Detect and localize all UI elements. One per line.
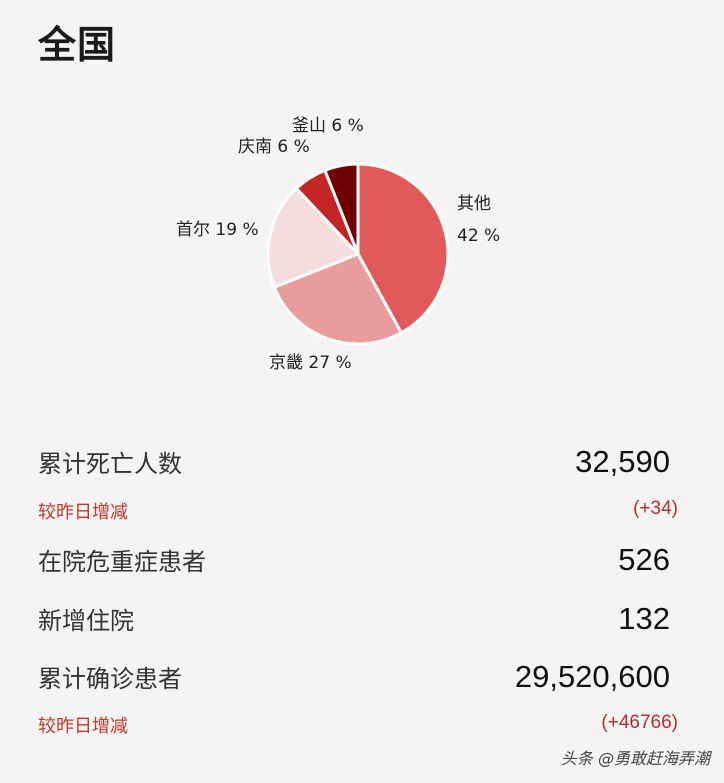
slice-label-4: 庆南 6 %: [238, 137, 310, 157]
new-hosp-label: 新增住院: [38, 607, 134, 635]
new-hosp-value: 132: [618, 601, 670, 636]
slice-percent-1: 42 %: [457, 226, 500, 246]
slice-label-2: 京畿 27 %: [269, 353, 352, 373]
confirmed-change-value: (+46766): [601, 712, 678, 733]
deaths-value: 32,590: [575, 444, 670, 479]
confirmed-value: 29,520,600: [514, 659, 670, 694]
page-title: 全国: [38, 23, 117, 67]
confirmed-label: 累计确诊患者: [38, 665, 182, 693]
watermark: 头条 @勇敢赶海弄潮: [560, 749, 710, 768]
critical-label: 在院危重症患者: [38, 548, 206, 576]
deaths-change-value: (+34): [633, 498, 678, 519]
confirmed-change-label: 较昨日增减: [38, 716, 128, 737]
slice-label-1: 其他: [457, 194, 491, 214]
deaths-label: 累计死亡人数: [38, 450, 182, 478]
pie-slice-3: [266, 186, 361, 290]
critical-value: 526: [618, 542, 670, 577]
pie-slice-5: [322, 162, 360, 255]
slice-label-3: 首尔 19 %: [176, 220, 259, 240]
deaths-change-label: 较昨日增减: [38, 502, 128, 523]
pie-slice-1: [356, 162, 450, 335]
pie-chart: 其他 42 % 京畿 27 % 首尔 19 % 庆南 6 %釜山 6 %: [176, 116, 500, 373]
pie-slice-2: [272, 252, 404, 346]
slice-label-5: 釜山 6 %: [292, 116, 364, 136]
